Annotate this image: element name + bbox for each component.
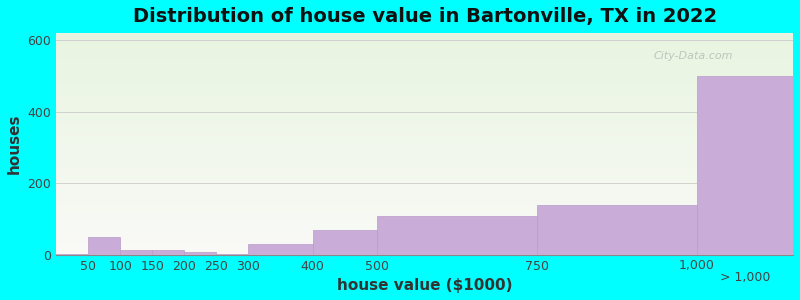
Bar xyxy=(184,252,217,255)
Bar xyxy=(120,250,152,255)
Bar xyxy=(56,254,88,255)
Bar xyxy=(88,238,120,255)
Bar xyxy=(537,205,697,255)
Text: City-Data.com: City-Data.com xyxy=(653,51,733,61)
Bar xyxy=(697,76,793,255)
Bar xyxy=(217,254,249,255)
Title: Distribution of house value in Bartonville, TX in 2022: Distribution of house value in Bartonvil… xyxy=(133,7,717,26)
Text: > 1,000: > 1,000 xyxy=(720,271,770,284)
Y-axis label: houses: houses xyxy=(7,114,22,174)
Bar xyxy=(377,216,537,255)
Bar xyxy=(152,250,184,255)
Bar xyxy=(249,244,313,255)
X-axis label: house value ($1000): house value ($1000) xyxy=(337,278,512,293)
Bar xyxy=(313,230,377,255)
